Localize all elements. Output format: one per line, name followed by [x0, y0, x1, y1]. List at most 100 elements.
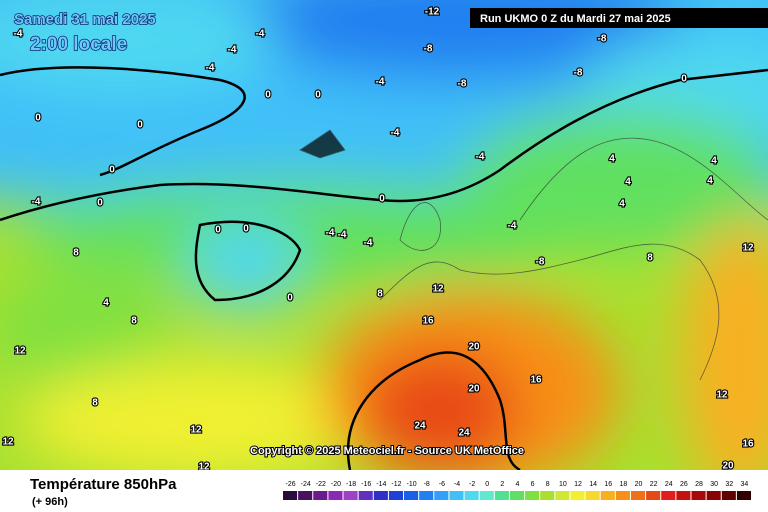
contour-label: 4: [711, 156, 717, 167]
legend-swatch: [691, 491, 706, 500]
contour-label: 8: [131, 316, 137, 327]
isotherm: [346, 351, 521, 472]
contour-label: 0: [681, 74, 687, 85]
legend-swatch: [615, 491, 630, 500]
contour-label: -4: [228, 45, 237, 56]
contour-label: 4: [625, 177, 631, 188]
legend-label: -2: [469, 481, 475, 488]
legend-label: 14: [589, 481, 597, 488]
legend-swatch: [721, 491, 736, 500]
contour-label: 20: [722, 461, 734, 472]
legend-label: 12: [574, 481, 582, 488]
legend-label: -20: [331, 481, 341, 488]
run-info: Run UKMO 0 Z du Mardi 27 mai 2025: [480, 13, 671, 25]
contour-label: -8: [574, 68, 583, 79]
contour-label: 20: [468, 384, 480, 395]
legend-swatch: [585, 491, 600, 500]
run-box: [470, 8, 768, 28]
legend-swatch: [343, 491, 358, 500]
legend-label: 8: [546, 481, 550, 488]
isotherm: [0, 68, 768, 222]
contour-label: 0: [315, 90, 321, 101]
legend-swatch: [646, 491, 661, 500]
legend-label: 30: [710, 481, 718, 488]
legend-swatch: [283, 491, 298, 500]
contour-label: 12: [2, 437, 14, 448]
blob: [0, 270, 170, 390]
field-title: Température 850hPa: [30, 476, 177, 493]
legend-swatch: [313, 491, 328, 500]
contour-label: 0: [243, 224, 249, 235]
legend-swatch: [479, 491, 494, 500]
legend-label: -14: [376, 481, 386, 488]
contour-label: -4: [32, 197, 41, 208]
contour-label: -4: [376, 77, 385, 88]
contour-label: 24: [414, 421, 426, 432]
legend-swatch: [434, 491, 449, 500]
contour-label: -4: [256, 29, 265, 40]
contour-label: -4: [206, 63, 215, 74]
legend-swatch: [298, 491, 313, 500]
contour-label: 20: [468, 342, 480, 353]
legend-swatch: [676, 491, 691, 500]
contour-label: 0: [265, 90, 271, 101]
contour-label: -8: [598, 34, 607, 45]
contour-label: 12: [432, 284, 444, 295]
legend-swatch: [600, 491, 615, 500]
legend-swatch: [328, 491, 343, 500]
contour-label: 4: [707, 176, 713, 187]
legend-label: 0: [485, 481, 489, 488]
temperature-field: [0, 0, 768, 500]
legend-swatch: [464, 491, 479, 500]
coast: [519, 137, 768, 221]
contour-label: -4: [391, 128, 400, 139]
legend-label: -4: [454, 481, 460, 488]
legend-label: 34: [741, 481, 749, 488]
contour-label: 0: [97, 198, 103, 209]
legend-swatch: [630, 491, 646, 500]
contour-label: 0: [109, 165, 115, 176]
legend-label: -10: [407, 481, 417, 488]
legend-label: -18: [346, 481, 356, 488]
legend-swatch: [570, 491, 585, 500]
contour-label: -4: [326, 228, 335, 239]
legend-label: -22: [316, 481, 326, 488]
contour-label: 12: [742, 243, 754, 254]
contour-label: -4: [338, 230, 347, 241]
blob: [360, 350, 520, 470]
legend-swatch: [494, 491, 509, 500]
contour-label: -4: [476, 152, 485, 163]
field-blobs: [0, 0, 768, 500]
zero-isotherms: [0, 66, 768, 472]
legend-label: 28: [695, 481, 703, 488]
contour-label: 16: [422, 316, 434, 327]
contour-label: 4: [619, 199, 625, 210]
legend-swatch: [736, 491, 751, 500]
contour-label: -8: [424, 44, 433, 55]
isotherm: [194, 220, 302, 302]
legend-swatch: [419, 491, 434, 500]
legend-label: 22: [650, 481, 658, 488]
contour-label: 0: [35, 113, 41, 124]
legend-label: 20: [635, 481, 643, 488]
copyright: Copyright © 2025 Meteociel.fr - Source U…: [250, 445, 524, 457]
contour-label: 8: [73, 248, 79, 259]
contour-label: 12: [14, 346, 26, 357]
contour-label: 16: [530, 375, 542, 386]
legend-label: 2: [500, 481, 504, 488]
blob: [185, 220, 305, 310]
legend-swatch: [388, 491, 404, 500]
legend-label: 32: [725, 481, 733, 488]
legend-label: 18: [620, 481, 628, 488]
island: [299, 129, 346, 159]
contour-label: 12: [716, 390, 728, 401]
legend-label: 26: [680, 481, 688, 488]
legend-label: -12: [391, 481, 401, 488]
coast: [399, 202, 442, 251]
contour-label: -4: [14, 29, 23, 40]
coast: [379, 243, 720, 381]
legend-swatch: [525, 491, 540, 500]
contour-label: -8: [536, 257, 545, 268]
color-legend: -26 -24 -22 -20 -18 -16 -14 -12 -10 -8 -6 -4 -2 0 2 4 6 8…: [283, 481, 751, 500]
